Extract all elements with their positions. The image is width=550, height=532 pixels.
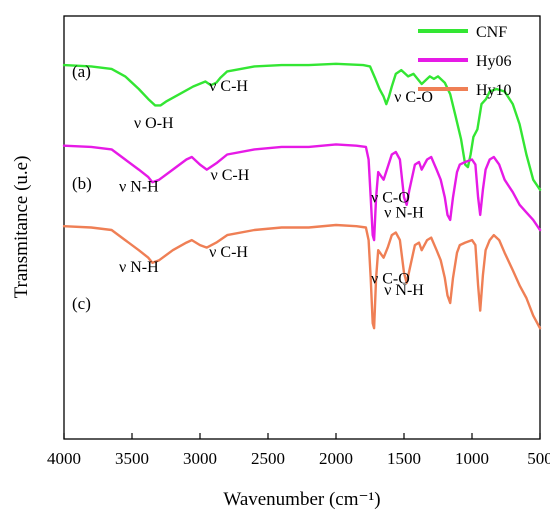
x-tick-label: 1000 [455, 449, 489, 468]
annotation-label: ν C-H [209, 244, 248, 261]
annotation-label: ν O-H [134, 115, 174, 132]
series-line-cnf [62, 62, 542, 191]
x-tick-label: 1500 [387, 449, 421, 468]
x-tick-label: 4000 [47, 449, 81, 468]
x-tick-label: 3000 [183, 449, 217, 468]
annotation-label: ν N-H [384, 204, 424, 221]
series-layer [62, 62, 542, 330]
x-axis-ticks: 4000 3500 3000 2500 2000 1500 1000 500 [47, 433, 550, 468]
x-axis-title: Wavenumber (cm⁻¹) [223, 489, 380, 510]
annotation-label: ν C-H [211, 167, 250, 184]
plot-area-border [63, 15, 541, 440]
y-axis-title: Transmitance (u.e) [11, 156, 32, 299]
series-line-hy10 [62, 223, 542, 330]
panel-label: (a) [72, 62, 91, 81]
annotation-label: ν C-H [209, 78, 248, 95]
x-tick-label: 2500 [251, 449, 285, 468]
panel-label: (b) [72, 174, 92, 193]
annotation-label: ν N-H [384, 282, 424, 299]
legend-label: Hy10 [476, 82, 512, 99]
annotation-label: ν C-O [394, 89, 433, 106]
x-tick-label: 3500 [115, 449, 149, 468]
annotations: ν O-Hν C-Hν C-Oν N-Hν C-Hν N-Hν C-Oν N-H… [119, 78, 433, 299]
legend-label: Hy06 [476, 53, 512, 70]
series-line-hy06 [62, 143, 542, 242]
panel-label: (c) [72, 294, 91, 313]
legend: CNF Hy06 Hy10 [418, 24, 512, 99]
annotation-label: ν C-O [371, 270, 410, 287]
annotation-label: ν N-H [119, 259, 159, 276]
legend-label: CNF [476, 24, 507, 41]
plot-frame [63, 15, 541, 440]
annotation-label: ν C-O [371, 190, 410, 207]
annotation-label: ν N-H [119, 179, 159, 196]
x-tick-label: 2000 [319, 449, 353, 468]
x-tick-label: 500 [527, 449, 550, 468]
panel-labels: (a) (b) (c) [72, 62, 92, 313]
